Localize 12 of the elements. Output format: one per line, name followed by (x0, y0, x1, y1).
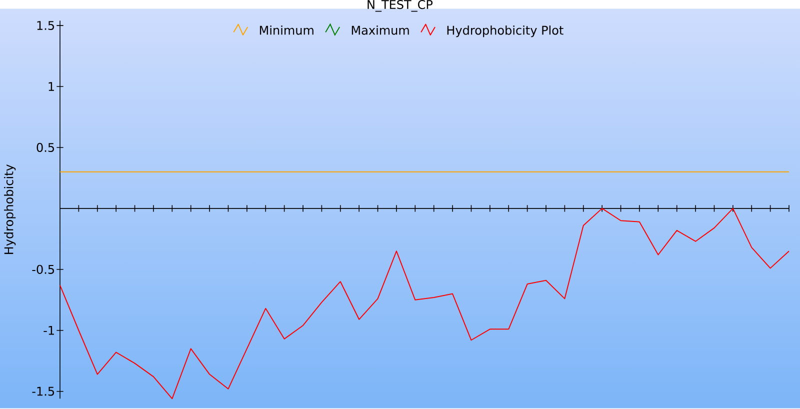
y-tick-label: 1.5 (37, 21, 54, 30)
chart-title: N_TEST_CP (368, 0, 433, 12)
y-tick-label: -0.5 (32, 265, 54, 274)
y-tick-label: -1 (44, 326, 54, 335)
legend-label: Maximum (352, 26, 409, 35)
y-axis-title: Hydrophobicity (4, 164, 16, 254)
legend-label: Minimum (260, 26, 314, 35)
y-tick-label: 0.5 (36, 143, 54, 152)
y-tick-label: 1 (48, 82, 54, 92)
line-series (60, 208, 790, 400)
y-tick-label: -1.5 (32, 387, 54, 396)
legend-label: Hydrophobicity Plot (447, 26, 564, 38)
